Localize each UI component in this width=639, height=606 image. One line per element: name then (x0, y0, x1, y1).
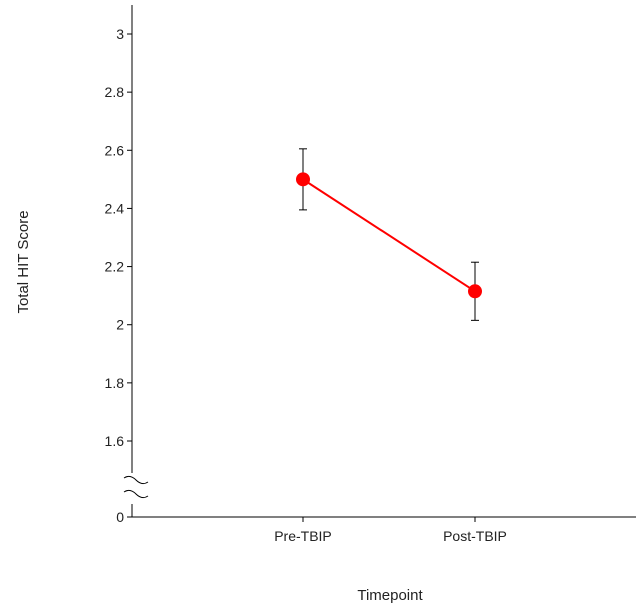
plot-area (296, 148, 482, 321)
x-tick-label: Pre-TBIP (274, 528, 332, 544)
data-point (468, 284, 482, 299)
axis-break-line-lower (123, 489, 149, 499)
y-tick-label: 2.2 (105, 259, 125, 275)
y-axis: 0 1.6 1.8 2 2.2 2.4 2.6 2.8 3 (105, 5, 133, 525)
x-axis: Pre-TBIP Post-TBIP (132, 516, 636, 544)
y-axis-title: Total HIT Score (15, 210, 32, 313)
y-tick-label: 2.6 (105, 142, 125, 158)
x-tick-label: Post-TBIP (443, 528, 507, 544)
y-tick-label: 3 (116, 26, 124, 42)
y-tick-label: 1.6 (105, 433, 125, 449)
series-line (302, 178, 476, 293)
axis-break-marker (123, 475, 149, 499)
y-tick-label: 0 (116, 509, 124, 525)
y-tick-label: 2.8 (105, 84, 125, 100)
data-point (296, 172, 310, 187)
axis-break-line-upper (123, 475, 149, 485)
x-axis-title: Timepoint (357, 587, 423, 604)
y-tick-label: 1.8 (105, 375, 125, 391)
y-tick-label: 2 (116, 317, 124, 333)
y-tick-label: 2.4 (105, 200, 125, 216)
